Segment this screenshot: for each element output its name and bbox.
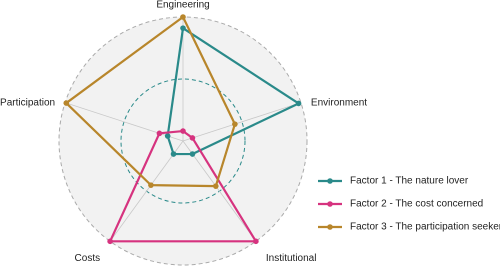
- axis-label: Environment: [311, 97, 367, 108]
- legend-label: Factor 3 - The participation seeker: [350, 222, 500, 233]
- legend-marker: [327, 178, 333, 184]
- data-point: [148, 182, 154, 188]
- axis-label: Institutional: [266, 253, 317, 264]
- data-point: [170, 151, 177, 157]
- data-point: [180, 25, 186, 31]
- spoke: [64, 102, 184, 142]
- data-point: [180, 128, 186, 134]
- data-point: [232, 121, 238, 127]
- data-point: [189, 151, 196, 157]
- spoke: [182, 140, 257, 242]
- data-point: [189, 135, 196, 141]
- data-point: [63, 100, 70, 106]
- legend-label: Factor 1 - The nature lover: [350, 176, 469, 187]
- data-point: [295, 100, 302, 107]
- data-point: [156, 130, 163, 137]
- spoke: [182, 102, 302, 142]
- data-point: [253, 238, 259, 245]
- legend-label: Factor 2 - The cost concerned: [350, 199, 483, 210]
- axis-label: Participation: [0, 97, 55, 108]
- legend-marker: [327, 224, 333, 230]
- data-point: [164, 133, 171, 139]
- spoke: [109, 140, 184, 242]
- series-line: [65, 15, 236, 188]
- series-line: [166, 27, 300, 156]
- grid-circle: [120, 78, 246, 204]
- data-point: [107, 238, 113, 245]
- axis-label: Engineering: [156, 0, 209, 11]
- data-point: [180, 14, 186, 20]
- legend-marker: [327, 201, 333, 207]
- data-point: [212, 183, 219, 189]
- axis-label: Costs: [75, 253, 101, 264]
